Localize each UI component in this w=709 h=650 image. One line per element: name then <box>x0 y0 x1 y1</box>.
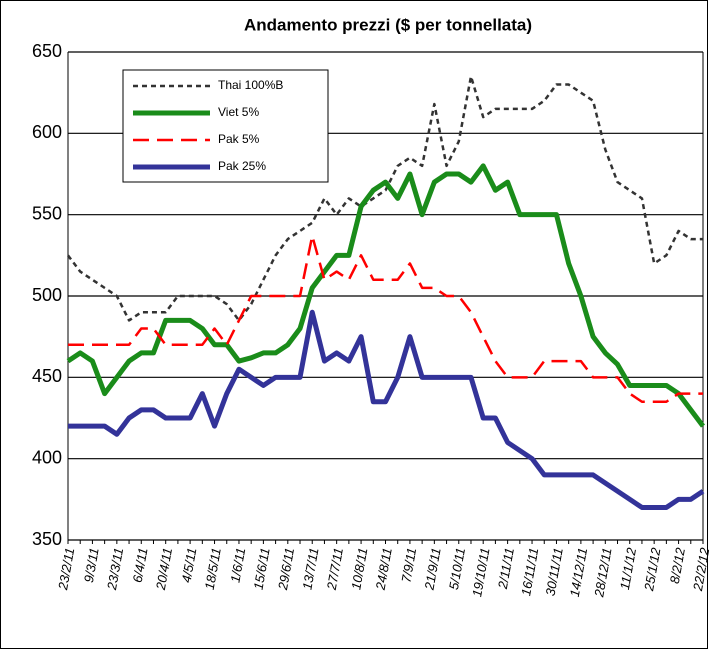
x-tick-label: 18/5/11 <box>202 547 224 591</box>
legend-box <box>122 69 329 183</box>
y-tick-label: 650 <box>32 41 62 61</box>
x-tick-label: 24/8/11 <box>373 547 395 592</box>
x-tick-label: 29/6/11 <box>275 547 297 592</box>
legend-label: Thai 100%B <box>218 78 283 92</box>
legend-label: Pak 5% <box>218 132 260 146</box>
y-tick-label: 550 <box>32 203 62 223</box>
x-tick-label: 21/9/11 <box>421 547 443 592</box>
x-tick-label: 5/10/11 <box>446 547 468 591</box>
x-tick-label: 13/7/11 <box>299 547 321 591</box>
x-tick-label: 4/5/11 <box>179 547 200 584</box>
y-tick-label: 600 <box>32 122 62 142</box>
series-line <box>68 234 703 403</box>
x-tick-label: 1/6/11 <box>227 547 248 584</box>
x-tick-label: 8/2/12 <box>667 546 688 585</box>
x-tick-label: 7/9/11 <box>398 547 419 584</box>
x-tick-label: 20/4/11 <box>153 547 175 592</box>
x-tick-label: 2/11/11 <box>495 547 517 591</box>
y-tick-label: 450 <box>32 366 62 386</box>
x-tick-label: 10/8/11 <box>348 547 370 591</box>
x-tick-label: 23/3/11 <box>104 547 126 592</box>
y-tick-label: 350 <box>32 529 62 549</box>
series-line <box>68 309 705 510</box>
chart-title: Andamento prezzi ($ per tonnellata) <box>244 15 532 34</box>
x-tick-label: 27/7/11 <box>324 547 346 592</box>
legend: Thai 100%B Viet 5% Pak 5% Pak 25% <box>122 69 329 183</box>
legend-label: Viet 5% <box>218 105 259 119</box>
y-tick-label: 400 <box>32 447 62 467</box>
series-line <box>66 163 705 428</box>
x-tick-label: 9/3/11 <box>81 547 102 584</box>
y-tick-label: 500 <box>32 285 62 305</box>
x-tick-label: 23/2/11 <box>55 547 77 592</box>
x-tick-label: 15/6/11 <box>251 547 273 591</box>
x-tick-label: 11/1/12 <box>617 546 639 591</box>
x-tick-label: 6/4/11 <box>130 547 151 584</box>
series-line <box>67 75 703 322</box>
legend-label: Pak 25% <box>218 159 266 173</box>
x-tick-label: 22/2/12 <box>690 546 709 593</box>
